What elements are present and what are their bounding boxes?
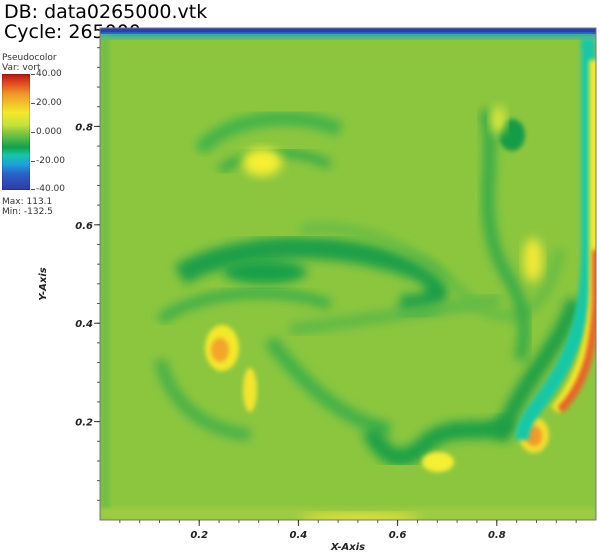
plot-background <box>100 28 596 520</box>
legend-tick <box>31 189 35 190</box>
legend-label-min: -40.00 <box>36 184 66 194</box>
positive-vortex <box>243 368 257 412</box>
vortex-filament <box>174 236 449 317</box>
color-legend-bar <box>2 74 30 190</box>
x-axis-title: X-Axis <box>330 542 365 553</box>
y-tick-label: 0.4 <box>75 319 93 330</box>
vortex-filament <box>361 413 517 467</box>
vortex-filament <box>299 223 565 322</box>
lid-shear-layer <box>100 36 596 39</box>
legend-plot-type: Pseudocolor <box>2 53 57 63</box>
x-tick-label: 0.8 <box>488 530 506 541</box>
bottom-positive-strip <box>300 513 420 520</box>
positive-vortex <box>490 106 506 134</box>
y-tick-label: 0.2 <box>75 418 93 429</box>
legend-tick <box>31 161 35 162</box>
legend-tick <box>31 132 35 133</box>
y-tick-label: 0.8 <box>75 122 93 133</box>
data-max-label: Max: 113.1 <box>2 197 53 207</box>
right-wall-negative-layer <box>515 38 595 441</box>
legend-label: -20.00 <box>36 156 66 166</box>
y-tick-label: 0.6 <box>75 221 93 232</box>
vortex-filament <box>479 108 531 362</box>
legend-label: 20.00 <box>36 98 62 108</box>
legend-tick <box>31 74 35 75</box>
vortex-filament <box>157 288 332 325</box>
x-tick-label: 0.4 <box>290 530 308 541</box>
positive-vortex-center <box>211 338 229 362</box>
plot-frame <box>99 27 597 521</box>
legend-variable: Var: vort <box>2 63 41 73</box>
vortex-filament <box>492 297 583 443</box>
legend-label-max: 40.00 <box>36 69 62 79</box>
lid-shear-layer <box>100 33 596 36</box>
legend-label-zero: 0.000 <box>36 127 62 137</box>
legend-tick <box>31 103 35 104</box>
x-tick-label: 0.6 <box>389 530 407 541</box>
data-min-label: Min: -132.5 <box>2 207 53 217</box>
left-wall-layer <box>100 28 110 520</box>
vorticity-field <box>100 28 596 520</box>
x-tick-label: 0.2 <box>190 530 208 541</box>
vortex-filament <box>154 358 251 441</box>
vortex-core <box>223 260 307 284</box>
lid-negative-layer <box>100 28 596 34</box>
vortex-filament <box>217 148 332 174</box>
vortex-filament <box>264 335 392 437</box>
positive-vortex <box>523 238 543 282</box>
vortex-filament <box>194 111 344 155</box>
positive-vortex <box>242 148 282 176</box>
y-axis-title: Y-Axis <box>38 267 49 301</box>
database-title: DB: data0265000.vtk <box>4 1 208 23</box>
axes: 0.2 0.4 0.6 0.8 0.2 0.4 0.6 0.8 <box>75 47 577 541</box>
positive-vortex <box>422 452 454 472</box>
vortex-core <box>499 119 525 151</box>
